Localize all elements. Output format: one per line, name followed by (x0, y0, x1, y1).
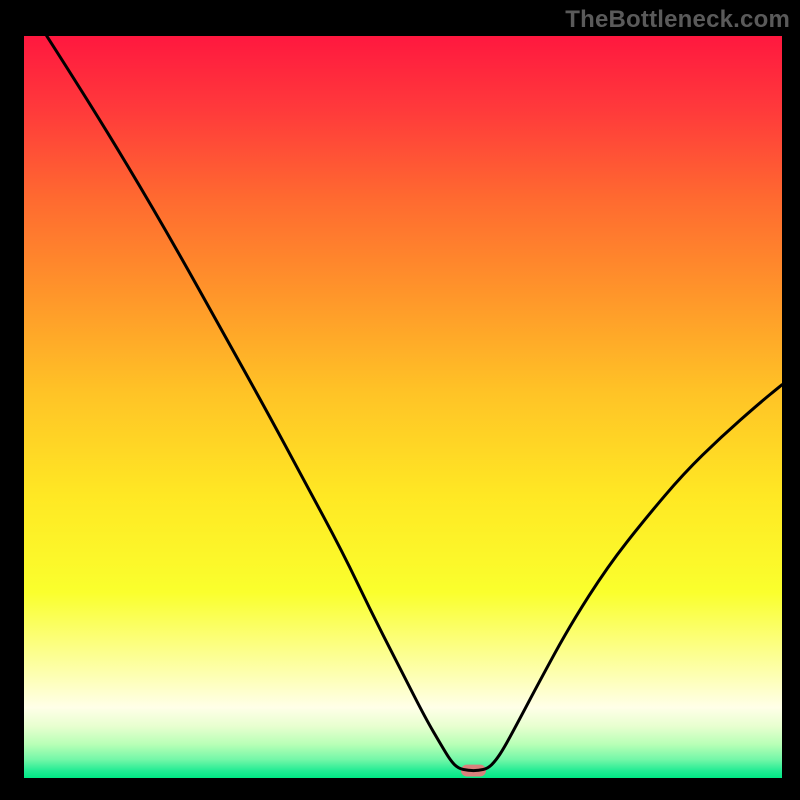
chart-svg (24, 36, 782, 778)
plot-area (24, 36, 782, 778)
chart-frame: TheBottleneck.com (0, 0, 800, 800)
watermark-text: TheBottleneck.com (565, 6, 790, 34)
chart-background (24, 36, 782, 778)
